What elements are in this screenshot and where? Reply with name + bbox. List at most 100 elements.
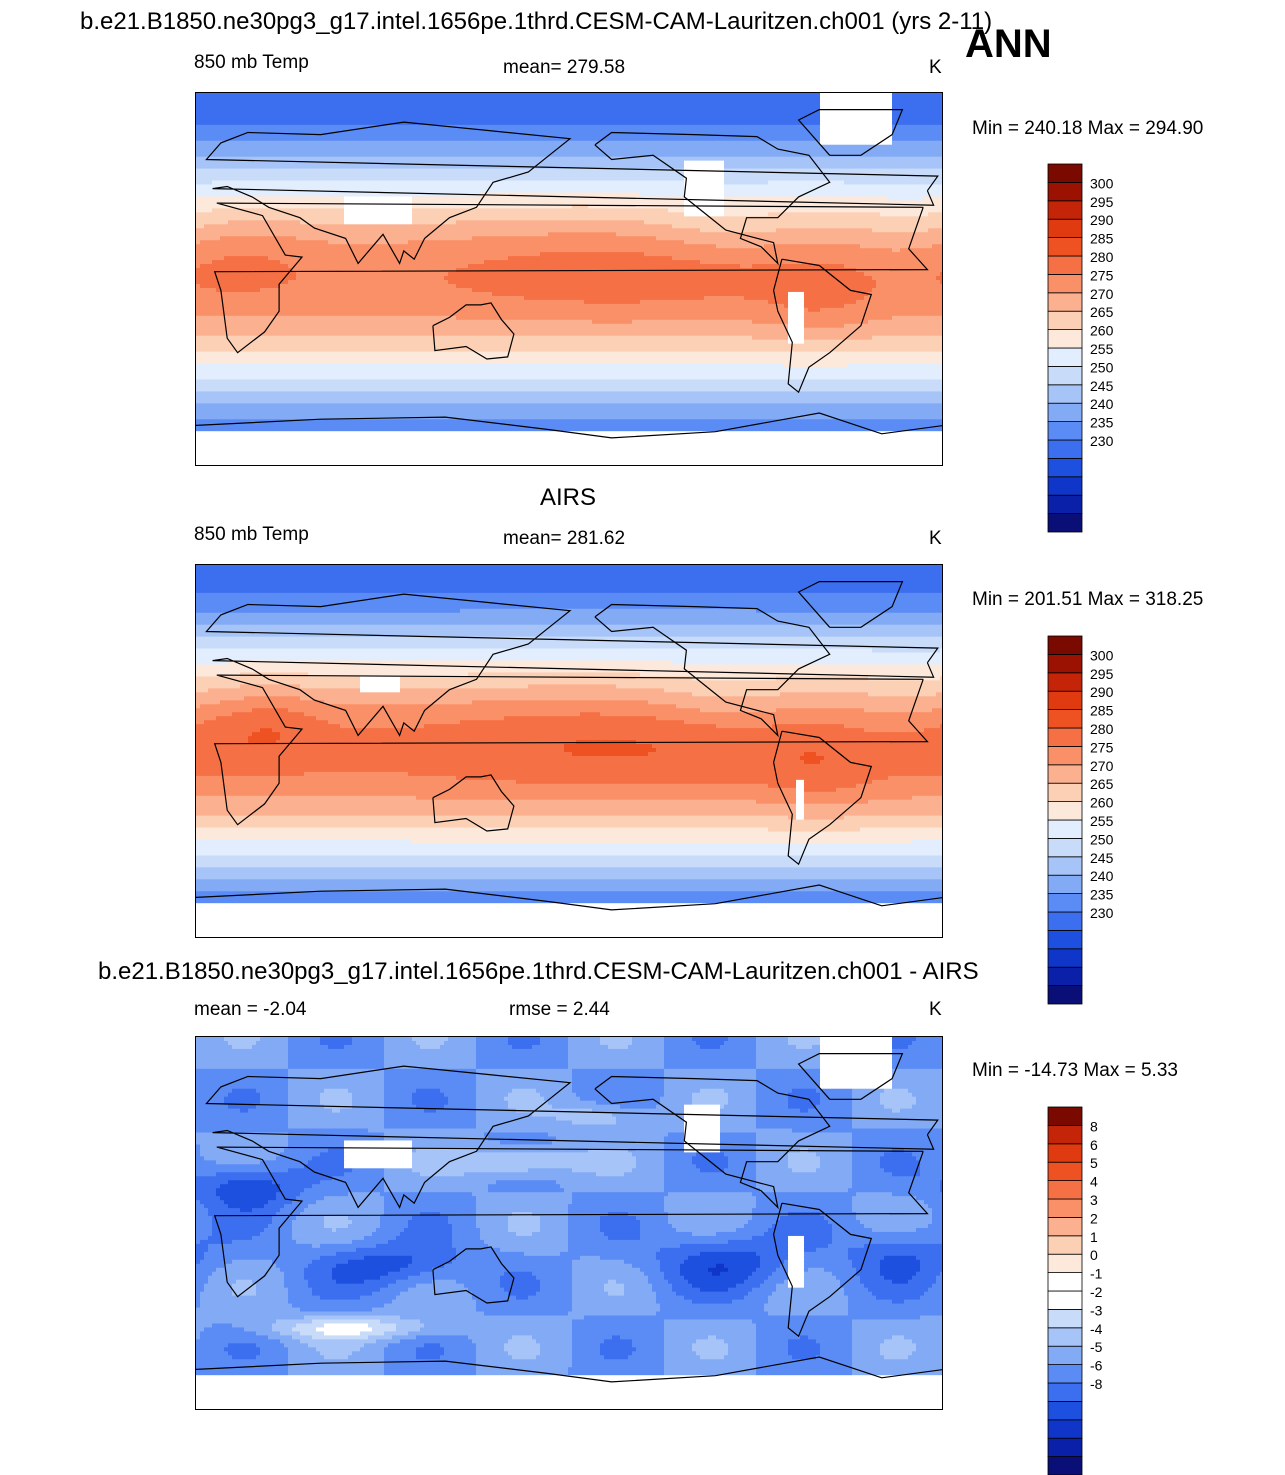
panel3-units: K bbox=[929, 999, 942, 1020]
colorbar-tick-label: -4 bbox=[1090, 1321, 1103, 1337]
colorbar-tick-label: 260 bbox=[1090, 323, 1114, 339]
colorbar-box bbox=[1047, 292, 1083, 312]
colorbar-box bbox=[1047, 727, 1083, 747]
colorbar-tick-label: 235 bbox=[1090, 415, 1114, 431]
panel1-units: K bbox=[929, 57, 942, 78]
colorbar-tick-label: 275 bbox=[1090, 267, 1114, 283]
field-grid bbox=[196, 565, 942, 937]
colorbar-box bbox=[1047, 1345, 1083, 1365]
coastline bbox=[213, 674, 929, 826]
field-grid bbox=[196, 1037, 942, 1409]
colorbar-tick-label: 285 bbox=[1090, 231, 1114, 247]
colorbar-box bbox=[1047, 837, 1083, 858]
panel3-minmax: Min = -14.73 Max = 5.33 bbox=[972, 1060, 1178, 1081]
colorbar-tick-label: 255 bbox=[1090, 813, 1114, 829]
coastline bbox=[594, 1075, 831, 1210]
colorbar-tick-label: 270 bbox=[1090, 758, 1114, 774]
colorbar-tick-label: 255 bbox=[1090, 341, 1114, 357]
colorbar-box bbox=[1047, 494, 1083, 515]
colorbar-tick-label: 240 bbox=[1090, 396, 1114, 412]
colorbar-box bbox=[1047, 1382, 1083, 1402]
colorbar-box bbox=[1047, 1272, 1083, 1292]
colorbar-box bbox=[1047, 439, 1083, 459]
colorbar-tick-label: 5 bbox=[1090, 1155, 1098, 1171]
season-label: ANN bbox=[965, 22, 1052, 66]
colorbar-tick-label: 300 bbox=[1090, 647, 1114, 663]
colorbar-box bbox=[1047, 801, 1083, 821]
colorbar-tick-label: 230 bbox=[1090, 433, 1114, 449]
panel2-mean-label: mean= 281.62 bbox=[503, 528, 626, 549]
colorbar-box bbox=[1047, 1124, 1083, 1145]
colorbar-tick-label: 230 bbox=[1090, 905, 1114, 921]
colorbar-tick-label: 2 bbox=[1090, 1210, 1098, 1226]
colorbar-tick-label: -3 bbox=[1090, 1302, 1103, 1318]
panel1-mean-label: mean= 279.58 bbox=[503, 57, 626, 78]
difference-title: b.e21.B1850.ne30pg3_g17.intel.1656pe.1th… bbox=[98, 958, 979, 985]
colorbar-tick-label: 290 bbox=[1090, 684, 1114, 700]
colorbar-tick-label: -2 bbox=[1090, 1284, 1103, 1300]
colorbar-box bbox=[1047, 1290, 1083, 1310]
colorbar-tick-label: 295 bbox=[1090, 194, 1114, 210]
panel2-units: K bbox=[929, 528, 942, 549]
coastline bbox=[196, 1356, 942, 1383]
colorbar-box bbox=[1047, 929, 1083, 950]
colorbar-box bbox=[1047, 1437, 1083, 1458]
coastline bbox=[213, 1146, 929, 1298]
colorbar-box bbox=[1047, 856, 1083, 876]
coastline bbox=[213, 202, 929, 354]
colorbar-tick-label: -6 bbox=[1090, 1358, 1103, 1374]
panel2-minmax: Min = 201.51 Max = 318.25 bbox=[972, 589, 1204, 610]
colorbar-box bbox=[1047, 457, 1083, 478]
coastline bbox=[196, 412, 942, 439]
colorbar-box bbox=[1047, 163, 1083, 183]
colorbar-box bbox=[1047, 966, 1083, 987]
colorbar-tick-label: 280 bbox=[1090, 721, 1114, 737]
colorbar-box bbox=[1047, 1217, 1083, 1237]
colorbar-box bbox=[1047, 893, 1083, 913]
colorbar-box bbox=[1047, 874, 1083, 894]
colorbar-tick-label: 1 bbox=[1090, 1229, 1098, 1245]
colorbar-box bbox=[1047, 329, 1083, 349]
colorbar-box bbox=[1047, 1364, 1083, 1384]
colorbar-box bbox=[1047, 365, 1083, 386]
coastline bbox=[772, 258, 873, 394]
colorbar-tick-label: 295 bbox=[1090, 666, 1114, 682]
colorbar-box bbox=[1047, 421, 1083, 441]
colorbar-tick-label: 250 bbox=[1090, 359, 1114, 375]
colorbar-tick-label: -1 bbox=[1090, 1266, 1103, 1282]
colorbar-box bbox=[1047, 1180, 1083, 1200]
colorbar-box bbox=[1047, 1308, 1083, 1329]
coastline bbox=[205, 593, 939, 737]
colorbar-box bbox=[1047, 384, 1083, 404]
coastline bbox=[797, 1053, 904, 1100]
colorbar-tick-label: 265 bbox=[1090, 304, 1114, 320]
colorbar-box bbox=[1047, 181, 1083, 202]
colorbar-box bbox=[1047, 1253, 1083, 1273]
colorbar-box bbox=[1047, 1106, 1083, 1126]
colorbar-box bbox=[1047, 310, 1083, 330]
colorbar-box bbox=[1047, 255, 1083, 275]
colorbar-box bbox=[1047, 911, 1083, 931]
coastline bbox=[797, 581, 904, 628]
colorbar-tick-label: 245 bbox=[1090, 850, 1114, 866]
coastline bbox=[594, 131, 831, 266]
field-grid bbox=[196, 93, 942, 465]
panel2-temperature-map bbox=[195, 564, 943, 938]
colorbar-box bbox=[1047, 653, 1083, 674]
colorbar-tick-label: 6 bbox=[1090, 1137, 1098, 1153]
panel3-difference-map bbox=[195, 1036, 943, 1410]
colorbar-tick-label: 4 bbox=[1090, 1174, 1098, 1190]
colorbar-tick-label: 245 bbox=[1090, 378, 1114, 394]
colorbar-box bbox=[1047, 746, 1083, 766]
colorbar-tick-label: 270 bbox=[1090, 286, 1114, 302]
colorbar-box bbox=[1047, 476, 1083, 496]
colorbar-box bbox=[1047, 819, 1083, 839]
colorbar-box bbox=[1047, 1161, 1083, 1182]
coastline bbox=[797, 109, 904, 156]
coastline bbox=[772, 1202, 873, 1338]
panel2-variable-label: 850 mb Temp bbox=[194, 524, 309, 545]
colorbar-tick-label: 240 bbox=[1090, 868, 1114, 884]
coastline bbox=[205, 1065, 939, 1209]
airs-title: AIRS bbox=[540, 484, 597, 511]
colorbar-tick-label: 8 bbox=[1090, 1118, 1098, 1134]
